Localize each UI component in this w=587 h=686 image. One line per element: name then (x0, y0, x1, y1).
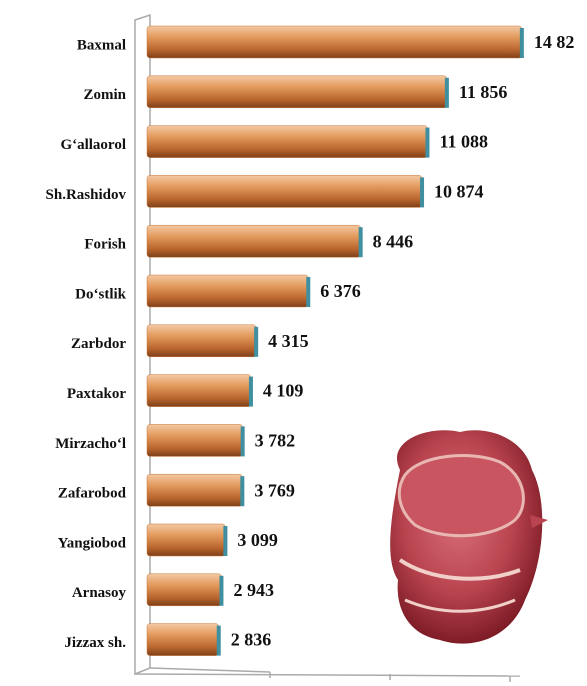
bar (147, 574, 221, 606)
bar-end-cap (241, 426, 245, 456)
bar-end-cap (240, 476, 244, 506)
bar-end-cap (425, 128, 429, 158)
bar (147, 474, 242, 506)
data-label: 6 376 (320, 281, 361, 301)
bar (147, 325, 256, 357)
data-label: 2 836 (231, 630, 272, 650)
data-label: 10 874 (434, 182, 484, 202)
data-label: 4 315 (268, 331, 309, 351)
bar (147, 424, 243, 456)
meat-illustration (390, 430, 548, 643)
bar-end-cap (306, 277, 310, 307)
bar (147, 624, 219, 656)
data-label: 3 782 (255, 431, 296, 451)
bar-end-cap (359, 227, 363, 257)
y-tick-label: Jizzax sh. (64, 635, 126, 651)
y-tick-label: Arnasoy (72, 585, 127, 601)
y-tick-label: Forish (84, 237, 126, 253)
bar (147, 375, 251, 407)
bar-end-cap (223, 526, 227, 556)
y-tick-label: Do‘stlik (75, 286, 126, 302)
y-tick-label: Zomin (83, 87, 126, 103)
bar (147, 225, 361, 257)
data-label: 3 099 (237, 530, 278, 550)
bar (147, 26, 522, 58)
chart: Baxmal 14 82 Zomin 11 856 G‘allaorol 11 088 Sh… (0, 0, 587, 686)
bar-end-cap (520, 28, 524, 58)
data-label: 2 943 (233, 580, 274, 600)
data-label: 14 82 (534, 32, 575, 52)
data-label: 11 856 (459, 82, 508, 102)
bar (147, 524, 225, 556)
bar-end-cap (445, 78, 449, 108)
y-tick-label: Mirzacho‘l (55, 436, 126, 452)
bar-end-cap (217, 626, 221, 656)
data-label: 8 446 (373, 231, 414, 251)
data-label: 11 088 (439, 132, 488, 152)
y-tick-label: Sh.Rashidov (46, 187, 127, 203)
y-tick-label: Paxtakor (67, 386, 127, 402)
y-tick-label: Zarbdor (71, 336, 126, 352)
y-tick-label: G‘allaorol (60, 137, 126, 153)
bar (147, 76, 447, 108)
bar (147, 126, 427, 158)
bar (147, 275, 308, 307)
data-label: 3 769 (254, 480, 295, 500)
bar-end-cap (219, 576, 223, 606)
y-tick-label: Baxmal (77, 37, 126, 53)
bar-end-cap (254, 327, 258, 357)
bar-end-cap (249, 377, 253, 407)
bar (147, 175, 422, 207)
data-label: 4 109 (263, 381, 304, 401)
y-tick-label: Zafarobod (58, 486, 127, 502)
page: {"chart_data": {"type": "bar", "orientat… (0, 0, 587, 686)
y-tick-label: Yangiobod (58, 535, 127, 551)
bar-end-cap (420, 177, 424, 207)
